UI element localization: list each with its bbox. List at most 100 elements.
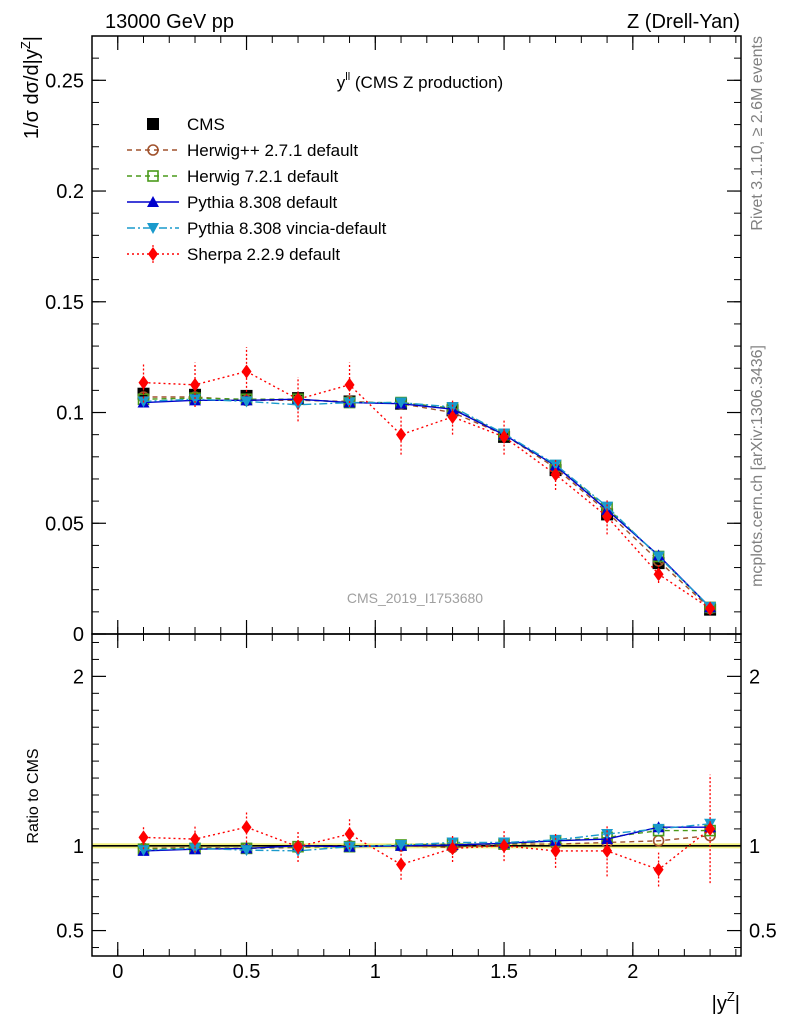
legend-item-herwig-7-2-1-default: Herwig 7.2.1 default: [127, 167, 338, 186]
main-data-point: [447, 409, 458, 424]
y-tick-label: 0.2: [56, 181, 84, 203]
main-series-line: [143, 398, 711, 608]
ratio-series-sherpa-2-2-9-default: [138, 774, 716, 887]
main-panel: 0 0.05 0.1 0.15 0.2 0.25 yll (CMS Z productio…: [18, 35, 742, 646]
y-tick-label: 0.1: [56, 403, 84, 425]
ratio-data-point: [293, 839, 304, 854]
y-axis-label-sup: Z: [18, 41, 33, 49]
y-tick-label: 0.25: [45, 70, 84, 92]
rivet-label: Rivet 3.1.10, ≥ 2.6M events: [749, 36, 766, 231]
ratio-series-pythia-8-308-vincia-default: [137, 818, 717, 857]
x-tick-label: 1.5: [490, 961, 518, 983]
main-data-point: [652, 551, 665, 563]
ratio-data-point: [190, 832, 201, 847]
main-series-cms: [137, 387, 717, 616]
y-tick-label: 1: [73, 836, 84, 858]
main-series-line: [143, 398, 711, 608]
legend-label: Pythia 8.308 default: [187, 193, 338, 212]
ratio-series-pythia-8-308-default: [137, 821, 717, 856]
main-data-point: [190, 377, 201, 392]
ratio-data-point: [602, 843, 613, 858]
main-data-point: [138, 375, 149, 390]
legend-marker: [147, 170, 159, 182]
y-axis-label-main: 1/σ dσ/d|y: [21, 49, 43, 139]
plot-title-sup: ll: [345, 71, 350, 83]
ratio-series-line: [143, 826, 711, 871]
main-series-line: [143, 396, 711, 610]
legend-label: Pythia 8.308 vincia-default: [187, 219, 387, 238]
main-data-point: [653, 567, 664, 582]
header-right: Z (Drell-Yan): [627, 11, 740, 33]
x-axis-label: |yZ|: [712, 989, 740, 1015]
main-series-sherpa-2-2-9-default: [138, 347, 716, 616]
legend-marker: [148, 247, 158, 261]
legend-label: Sherpa 2.2.9 default: [187, 245, 340, 264]
legend-label: Herwig++ 2.7.1 default: [187, 141, 358, 160]
ratio-data-point: [240, 845, 253, 857]
ratio-axes-frame: [91, 633, 742, 957]
legend-marker: [147, 196, 159, 207]
y-tick-label: 2: [73, 666, 84, 688]
y-axis-label: 1/σ dσ/d|yZ|: [18, 36, 43, 139]
legend-item-pythia-8-308-default: Pythia 8.308 default: [127, 193, 338, 212]
ratio-panel: 0 0.5 1 1.5 2 0.5 0.5 1 1 2 2 Ratio to CMS: [25, 633, 777, 983]
main-series-line: [143, 370, 711, 610]
plot-title: yll (CMS Z production): [337, 71, 503, 92]
legend-marker: [147, 144, 159, 156]
mcplots-label: mcplots.cern.ch [arXiv:1306.3436]: [749, 345, 766, 587]
main-data-point: [550, 467, 561, 482]
main-data-point: [344, 377, 355, 392]
y-tick-label-right: 2: [749, 666, 760, 688]
ratio-data-point: [705, 821, 716, 836]
y-tick-label: 0.5: [56, 921, 84, 943]
main-data-point: [395, 397, 408, 409]
ratio-series-line: [143, 826, 711, 852]
main-series-group: [137, 347, 717, 616]
ratio-series-line: [143, 823, 711, 852]
legend-label: CMS: [187, 115, 225, 134]
ratio-data-point: [137, 845, 150, 857]
ratio-data-point: [343, 841, 356, 853]
plot-title-main: y: [337, 73, 346, 92]
legend-item-cms: CMS: [147, 115, 225, 134]
main-data-point: [293, 392, 304, 407]
main-data-point: [240, 396, 253, 408]
watermark: CMS_2019_I1753680: [347, 590, 483, 606]
main-axes: 0 0.05 0.1 0.15 0.2 0.25: [45, 35, 742, 646]
ratio-data-point: [396, 857, 407, 872]
main-data-point: [602, 509, 613, 524]
ratio-data-point: [395, 839, 408, 851]
x-tick-label: 2: [627, 961, 638, 983]
ratio-data-point: [189, 843, 202, 855]
legend-item-herwig-2-7-1-default: Herwig++ 2.7.1 default: [127, 141, 358, 160]
plot-title-rest: (CMS Z production): [350, 73, 503, 92]
legend-marker: [147, 118, 159, 130]
ratio-y-axis-label: Ratio to CMS: [25, 748, 42, 843]
main-data-point: [396, 427, 407, 442]
main-data-point: [446, 401, 459, 413]
main-data-point: [343, 397, 356, 409]
y-tick-label: 0: [73, 624, 84, 646]
y-tick-label: 0.15: [45, 292, 84, 314]
ratio-data-point: [499, 838, 510, 853]
ratio-data-point: [344, 826, 355, 841]
ratio-data-point: [652, 823, 665, 835]
main-data-point: [241, 364, 252, 379]
ratio-series-group: [137, 774, 717, 887]
ratio-data-point: [138, 830, 149, 845]
y-tick-label: 0.05: [45, 513, 84, 535]
legend-item-sherpa-2-2-9-default: Sherpa 2.2.9 default: [127, 245, 340, 264]
main-series-pythia-8-308-vincia-default: [137, 394, 717, 613]
main-data-point: [705, 601, 716, 616]
legend-label: Herwig 7.2.1 default: [187, 167, 338, 186]
ratio-data-point: [549, 834, 562, 846]
main-data-point: [499, 429, 510, 444]
legend-item-pythia-8-308-vincia-default: Pythia 8.308 vincia-default: [127, 219, 387, 238]
x-tick-label: 1: [370, 961, 381, 983]
ratio-data-point: [550, 843, 561, 858]
ratio-data-point: [241, 820, 252, 835]
legend: CMS Herwig++ 2.7.1 default Herwig 7.2.1 de…: [127, 115, 387, 264]
x-tick-label: 0.5: [233, 961, 261, 983]
y-axis-label-end: |: [21, 36, 43, 41]
